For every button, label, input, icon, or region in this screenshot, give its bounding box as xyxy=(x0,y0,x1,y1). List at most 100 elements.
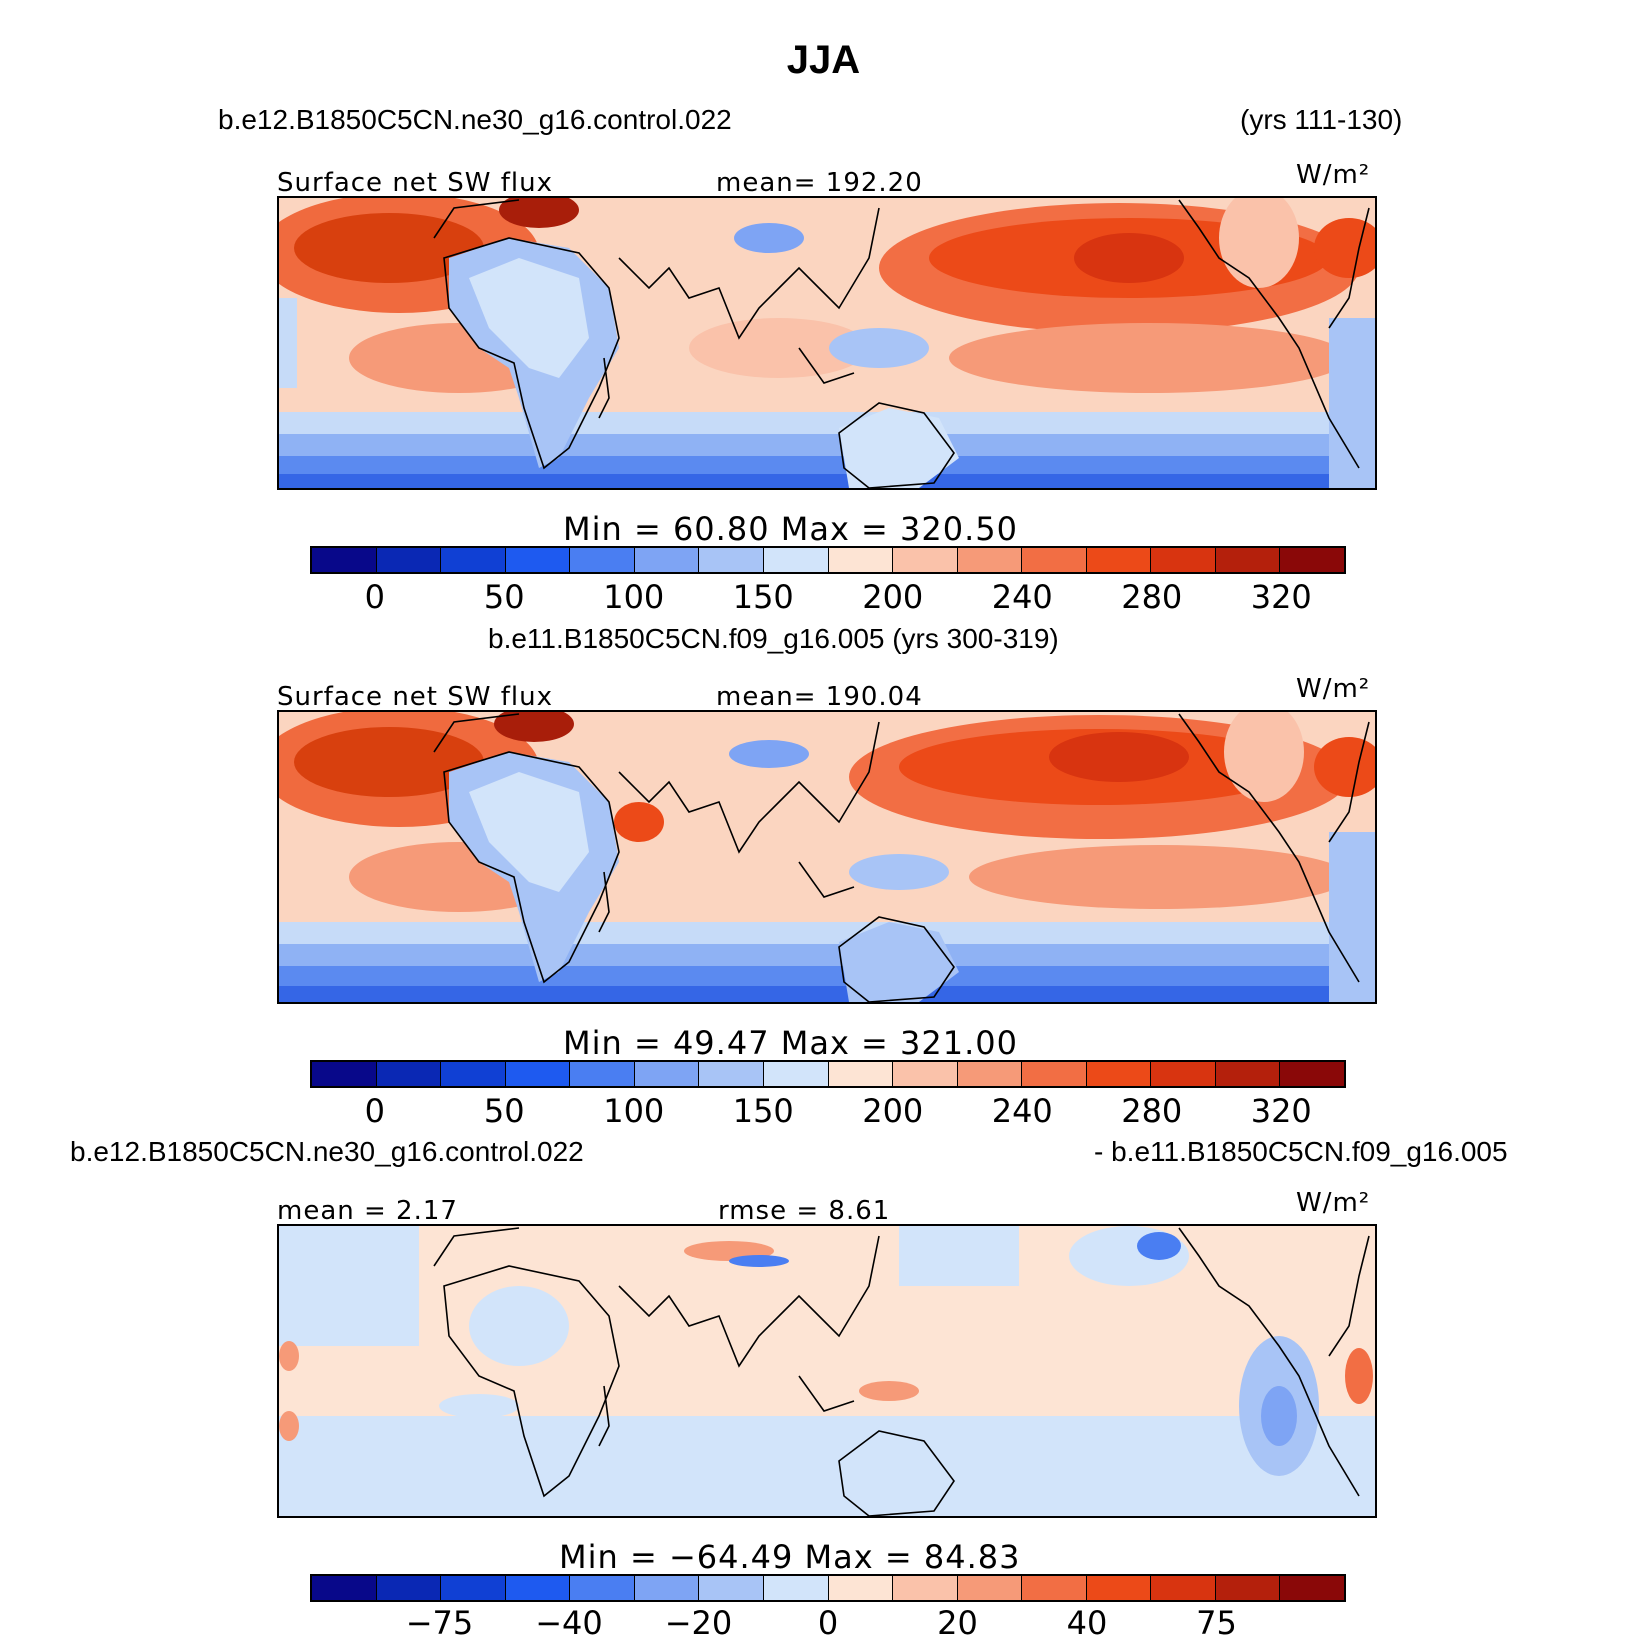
panel1-minmax-label: Min = 60.80 Max = 320.50 xyxy=(563,510,1018,548)
colorbar-swatch xyxy=(828,548,894,572)
colorbar-tick-label: 100 xyxy=(603,1092,665,1130)
panel3-map-field xyxy=(279,1226,1375,1516)
panel2-map-field xyxy=(279,712,1375,1002)
colorbar-swatch xyxy=(634,548,700,572)
colorbar-swatch xyxy=(570,548,635,572)
colorbar-tick-label: 240 xyxy=(991,578,1053,616)
colorbar-tick-label: 150 xyxy=(732,1092,794,1130)
panel1-years-label: (yrs 111-130) xyxy=(1240,104,1403,135)
colorbar-swatch xyxy=(1280,548,1344,572)
colorbar-swatch xyxy=(957,548,1023,572)
colorbar-tick-label: 75 xyxy=(1196,1604,1237,1642)
panel3-rmse-label: rmse = 8.61 xyxy=(718,1196,891,1226)
colorbar-swatch xyxy=(570,1576,635,1600)
panel1-mean-label: mean= 192.20 xyxy=(716,168,923,198)
colorbar-swatch xyxy=(893,1062,958,1086)
colorbar-swatch xyxy=(634,1576,700,1600)
colorbar-swatch xyxy=(441,548,506,572)
colorbar-swatch xyxy=(505,1062,571,1086)
colorbar-swatch xyxy=(1151,548,1216,572)
panel1-colorbar-ticks: 0 50 100 150 200 240 280 320 xyxy=(0,578,1647,618)
panel3-colorbar-ticks: −75 −40 −20 0 20 40 75 xyxy=(0,1604,1647,1644)
panel1-units-label: W/m² xyxy=(1296,160,1371,190)
panel2-units-label: W/m² xyxy=(1296,674,1371,704)
colorbar-tick-label: 0 xyxy=(817,1604,839,1642)
colorbar-swatch xyxy=(1280,1576,1344,1600)
colorbar-tick-label: 280 xyxy=(1121,578,1183,616)
colorbar-tick-label: −75 xyxy=(405,1604,474,1642)
panel3-map xyxy=(277,1224,1377,1518)
colorbar-swatch xyxy=(1215,1062,1281,1086)
colorbar-swatch xyxy=(1151,1576,1216,1600)
colorbar-tick-label: 0 xyxy=(364,578,385,616)
colorbar-swatch xyxy=(505,548,571,572)
colorbar-swatch xyxy=(1151,1062,1216,1086)
colorbar-swatch xyxy=(763,1576,829,1600)
panel1-case-label: b.e12.B1850C5CN.ne30_g16.control.022 xyxy=(218,104,732,135)
colorbar-swatch xyxy=(376,1062,442,1086)
colorbar-swatch xyxy=(634,1062,700,1086)
colorbar-swatch xyxy=(699,1062,764,1086)
colorbar-swatch xyxy=(312,1062,377,1086)
panel2-case-label: b.e11.B1850C5CN.f09_g16.005 (yrs 300-319… xyxy=(488,623,1059,654)
colorbar-swatch xyxy=(1022,548,1087,572)
panel2-map xyxy=(277,710,1377,1004)
colorbar-swatch xyxy=(893,1576,958,1600)
colorbar-tick-label: −40 xyxy=(535,1604,603,1642)
colorbar-swatch xyxy=(1086,1062,1152,1086)
colorbar-tick-label: 320 xyxy=(1250,1092,1312,1130)
colorbar-swatch xyxy=(312,548,377,572)
colorbar-swatch xyxy=(763,1062,829,1086)
panel1-map-field xyxy=(279,198,1375,488)
colorbar-tick-label: 20 xyxy=(937,1604,978,1642)
panel2-mean-label: mean= 190.04 xyxy=(716,682,923,712)
colorbar-tick-label: 50 xyxy=(483,578,525,616)
colorbar-swatch xyxy=(1086,1576,1152,1600)
colorbar-swatch xyxy=(1215,548,1281,572)
panel3-minmax-label: Min = −64.49 Max = 84.83 xyxy=(559,1538,1021,1576)
panel3-units-label: W/m² xyxy=(1296,1188,1371,1218)
colorbar-tick-label: 320 xyxy=(1250,578,1312,616)
colorbar-swatch xyxy=(376,1576,442,1600)
panel3-subtracted-case-label: - b.e11.B1850C5CN.f09_g16.005 xyxy=(1094,1136,1508,1167)
colorbar-tick-label: 200 xyxy=(862,578,924,616)
colorbar-swatch xyxy=(570,1062,635,1086)
colorbar-swatch xyxy=(1086,548,1152,572)
colorbar-tick-label: 40 xyxy=(1066,1604,1108,1642)
colorbar-swatch xyxy=(699,548,764,572)
panel2-variable-label: Surface net SW flux xyxy=(277,682,553,712)
colorbar-tick-label: 100 xyxy=(603,578,665,616)
colorbar-swatch xyxy=(763,548,829,572)
panel2-colorbar-ticks: 0 50 100 150 200 240 280 320 xyxy=(0,1092,1647,1132)
colorbar-swatch xyxy=(312,1576,377,1600)
colorbar-swatch xyxy=(1215,1576,1281,1600)
colorbar-swatch xyxy=(376,548,442,572)
panel1-variable-label: Surface net SW flux xyxy=(277,168,553,198)
panel3-mean-label: mean = 2.17 xyxy=(277,1196,458,1226)
colorbar-swatch xyxy=(441,1576,506,1600)
panel3-colorbar xyxy=(310,1574,1346,1602)
colorbar-tick-label: 200 xyxy=(862,1092,924,1130)
colorbar-swatch xyxy=(893,548,958,572)
colorbar-swatch xyxy=(505,1576,571,1600)
colorbar-swatch xyxy=(957,1576,1023,1600)
colorbar-swatch xyxy=(828,1576,894,1600)
panel3-case-label: b.e12.B1850C5CN.ne30_g16.control.022 xyxy=(70,1136,584,1167)
colorbar-swatch xyxy=(828,1062,894,1086)
panel2-colorbar xyxy=(310,1060,1346,1088)
colorbar-swatch xyxy=(957,1062,1023,1086)
colorbar-swatch xyxy=(1280,1062,1344,1086)
colorbar-tick-label: 150 xyxy=(732,578,794,616)
colorbar-tick-label: 0 xyxy=(364,1092,385,1130)
panel2-minmax-label: Min = 49.47 Max = 321.00 xyxy=(563,1024,1018,1062)
colorbar-swatch xyxy=(441,1062,506,1086)
colorbar-swatch xyxy=(1022,1576,1087,1600)
colorbar-tick-label: 280 xyxy=(1121,1092,1183,1130)
page-title: JJA xyxy=(786,38,861,82)
colorbar-tick-label: 50 xyxy=(483,1092,525,1130)
colorbar-tick-label: −20 xyxy=(664,1604,733,1642)
colorbar-swatch xyxy=(1022,1062,1087,1086)
panel1-map xyxy=(277,196,1377,490)
colorbar-tick-label: 240 xyxy=(991,1092,1053,1130)
colorbar-swatch xyxy=(699,1576,764,1600)
